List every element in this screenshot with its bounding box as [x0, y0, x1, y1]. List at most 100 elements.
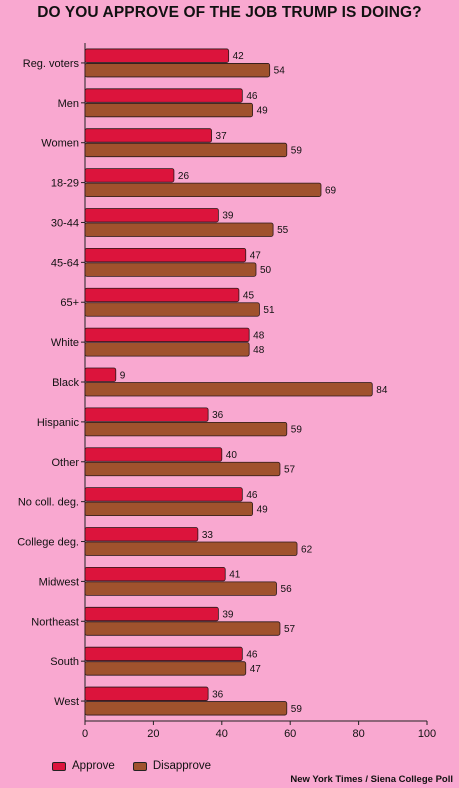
bar-disapprove: [84, 342, 250, 357]
bar-disapprove: [84, 501, 253, 517]
bar-approve: [84, 407, 209, 422]
bar-approve: [84, 88, 243, 103]
legend-label-approve: Approve: [72, 760, 115, 772]
bar-disapprove: [84, 142, 288, 158]
bar-approve: [84, 367, 117, 382]
x-tick-label: 100: [418, 728, 436, 740]
bar-disapprove: [84, 182, 322, 197]
value-label-disapprove: 62: [301, 544, 313, 555]
value-label-disapprove: 51: [263, 305, 275, 316]
value-label-disapprove: 57: [284, 465, 296, 476]
category-label: Midwest: [39, 576, 79, 588]
value-label-approve: 45: [243, 290, 255, 301]
bar-disapprove: [84, 421, 288, 437]
legend: Approve Disapprove: [52, 758, 229, 774]
x-tick-label: 40: [216, 728, 228, 740]
bar-approve: [84, 646, 243, 662]
bar-approve: [84, 527, 199, 542]
bar-disapprove: [84, 461, 281, 477]
bar-disapprove: [84, 581, 277, 596]
category-label: Other: [51, 457, 79, 469]
bar-disapprove: [84, 262, 257, 277]
value-label-approve: 47: [250, 251, 262, 262]
x-tick-label: 60: [284, 728, 296, 740]
value-label-disapprove: 84: [376, 385, 388, 396]
value-label-approve: 9: [120, 370, 126, 381]
value-label-disapprove: 54: [274, 66, 286, 77]
legend-item-disapprove: Disapprove: [132, 760, 212, 772]
category-label: South: [50, 656, 79, 668]
value-label-disapprove: 59: [291, 425, 303, 436]
category-label: West: [54, 696, 79, 708]
bar-disapprove: [84, 621, 281, 636]
bar-disapprove: [84, 382, 373, 397]
legend-item-approve: Approve: [52, 760, 115, 772]
bar-approve: [84, 487, 243, 502]
source-note: New York Times / Siena College Poll: [290, 774, 453, 785]
bar-approve: [84, 247, 247, 263]
bar-approve: [84, 447, 223, 462]
value-label-approve: 36: [212, 689, 224, 700]
value-label-approve: 46: [246, 490, 258, 501]
bar-approve: [84, 48, 230, 63]
category-label: Men: [58, 98, 79, 110]
bar-approve: [84, 208, 219, 223]
bar-approve: [84, 606, 219, 622]
value-label-approve: 41: [229, 570, 241, 581]
category-label: Northeast: [31, 616, 79, 628]
bar-disapprove: [84, 102, 253, 118]
value-label-disapprove: 57: [284, 624, 296, 635]
bar-disapprove: [84, 701, 288, 716]
value-label-disapprove: 49: [257, 504, 269, 515]
x-tick-label: 20: [147, 728, 159, 740]
category-label: Hispanic: [37, 417, 80, 429]
value-label-disapprove: 50: [260, 265, 272, 276]
value-label-disapprove: 48: [253, 345, 265, 356]
value-label-disapprove: 69: [325, 185, 337, 196]
value-label-approve: 48: [253, 330, 265, 341]
value-label-approve: 42: [233, 51, 245, 62]
bar-disapprove: [84, 661, 247, 676]
value-label-approve: 40: [226, 450, 238, 461]
x-tick-label: 80: [352, 728, 364, 740]
legend-swatch-disapprove: [132, 761, 147, 771]
value-label-approve: 46: [246, 649, 258, 660]
value-label-approve: 46: [246, 91, 258, 102]
category-label: Reg. voters: [23, 58, 80, 70]
category-label: 45-64: [51, 257, 79, 269]
value-label-approve: 36: [212, 410, 224, 421]
value-label-disapprove: 59: [291, 145, 303, 156]
bar-disapprove: [84, 63, 271, 78]
value-label-disapprove: 55: [277, 225, 289, 236]
value-label-approve: 39: [222, 610, 234, 621]
value-label-disapprove: 49: [257, 106, 269, 117]
bar-disapprove: [84, 541, 298, 556]
value-label-approve: 26: [178, 171, 190, 182]
category-label: Black: [52, 377, 79, 389]
category-label: College deg.: [17, 537, 79, 549]
value-label-approve: 39: [222, 211, 234, 222]
bar-disapprove: [84, 222, 274, 237]
category-label: No coll. deg.: [18, 497, 79, 509]
value-label-approve: 37: [216, 131, 228, 142]
category-label: White: [51, 337, 79, 349]
bar-approve: [84, 327, 250, 343]
legend-swatch-approve: [52, 761, 66, 771]
category-label: 30-44: [51, 217, 79, 229]
category-label: Women: [41, 138, 79, 150]
bar-approve: [84, 567, 226, 582]
x-tick-label: 0: [82, 728, 88, 740]
bar-approve: [84, 287, 240, 303]
value-label-disapprove: 47: [250, 664, 262, 675]
category-label: 18-29: [51, 178, 79, 190]
bar-disapprove: [84, 302, 260, 317]
chart-title: DO YOU APPROVE OF THE JOB TRUMP IS DOING…: [37, 4, 422, 21]
bar-approve: [84, 168, 175, 183]
bar-approve: [84, 686, 209, 701]
bar-approve: [84, 128, 212, 143]
value-label-approve: 33: [202, 530, 214, 541]
value-label-disapprove: 59: [291, 704, 303, 715]
value-label-disapprove: 56: [281, 584, 293, 595]
legend-label-disapprove: Disapprove: [152, 760, 212, 772]
